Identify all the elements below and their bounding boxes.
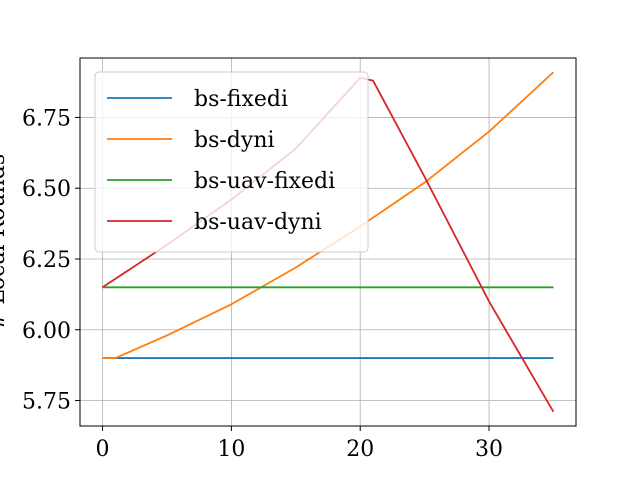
legend-label: bs-uav-dyni [194,210,322,235]
legend-box [94,71,369,253]
y-tick-label: 6.75 [22,106,71,131]
y-tick-label: 6.50 [22,177,71,202]
series-line-bs-dyni [102,71,555,359]
axis-ticks: 0 10 20 30 5.75 6.00 6.25 6.50 6.75 [22,106,503,462]
x-tick-label: 20 [346,437,374,462]
y-axis-title: # Local Rounds [0,154,10,330]
y-tick-label: 5.75 [22,390,71,415]
y-tick-label: 6.25 [22,248,71,273]
legend-label: bs-fixedi [194,87,288,112]
legend-label: bs-dyni [194,128,275,153]
y-tick-label: 6.00 [22,319,71,344]
x-tick-label: 30 [475,437,503,462]
x-tick-label: 0 [96,437,110,462]
plot-area-frame [79,57,577,427]
legend: bs-fixedi bs-dyni bs-uav-fixedi bs-uav-dyni [94,71,369,253]
legend-label: bs-uav-fixedi [194,169,335,194]
x-tick-label: 10 [217,437,245,462]
